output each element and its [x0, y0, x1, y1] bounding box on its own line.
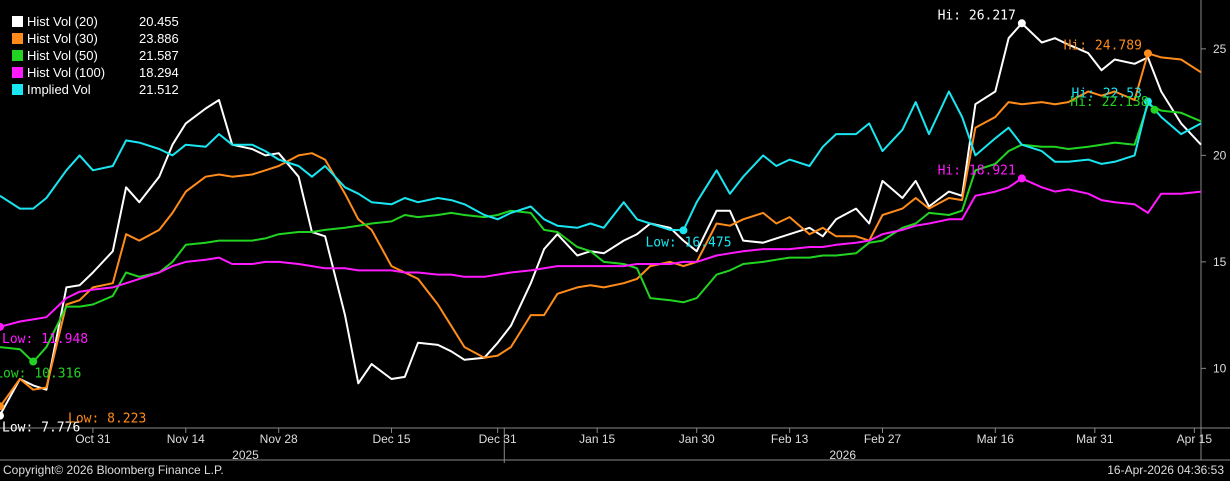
copyright-text: Copyright© 2026 Bloomberg Finance L.P.: [3, 463, 224, 477]
legend-series-name: Hist Vol (100): [27, 65, 106, 80]
legend-entry: Hist Vol (30) 23.886: [12, 30, 185, 47]
legend: Hist Vol (20) 20.455 Hist Vol (30) 23.886 Hi…: [8, 11, 189, 100]
extreme-label: Low: 11.948: [2, 332, 88, 347]
x-tick-label: Mar 16: [977, 432, 1015, 446]
legend-swatch: [12, 67, 23, 78]
extreme-label: Hi: 22.53: [1071, 86, 1141, 101]
series-line-2: [0, 103, 1202, 363]
x-tick-label: Feb 13: [771, 432, 809, 446]
x-tick-label: Feb 27: [864, 432, 902, 446]
extreme-marker: [1143, 97, 1152, 106]
legend-entry: Hist Vol (50) 21.587: [12, 47, 185, 64]
extreme-label: Hi: 24.789: [1064, 38, 1142, 53]
legend-series-name: Implied Vol: [27, 82, 91, 97]
legend-series-name: Hist Vol (30): [27, 31, 98, 46]
legend-series-value: 20.455: [139, 14, 179, 29]
y-tick-label: 25: [1213, 42, 1227, 56]
legend-entry: Implied Vol 21.512: [12, 81, 185, 98]
series-line-3: [0, 177, 1202, 328]
extreme-marker: [1017, 174, 1026, 183]
legend-swatch: [12, 33, 23, 44]
timestamp-text: 16-Apr-2026 04:36:53: [1107, 463, 1224, 477]
extreme-marker: [0, 411, 4, 420]
x-tick-label: Apr 15: [1177, 432, 1213, 446]
legend-series-value: 23.886: [139, 31, 179, 46]
legend-series-value: 21.587: [139, 48, 179, 63]
legend-entry: Hist Vol (100) 18.294: [12, 64, 185, 81]
extreme-label: Low: 8.223: [68, 411, 146, 426]
series-line-0: [0, 22, 1202, 416]
extreme-markers: [0, 19, 1159, 420]
x-tick-label: Oct 31: [75, 432, 111, 446]
y-tick-label: 15: [1213, 255, 1227, 269]
extreme-marker: [679, 226, 688, 235]
extreme-marker: [0, 322, 4, 331]
x-tick-label: Nov 14: [167, 432, 205, 446]
legend-swatch: [12, 84, 23, 95]
y-tick-label: 10: [1213, 361, 1227, 375]
chart-frame: [0, 0, 1230, 463]
legend-series-value: 21.512: [139, 82, 179, 97]
extreme-marker: [1017, 19, 1026, 28]
series-line-1: [0, 52, 1202, 408]
extreme-label: Hi: 18.921: [938, 163, 1016, 178]
extreme-label: Hi: 26.217: [938, 8, 1016, 23]
legend-series-value: 18.294: [139, 65, 179, 80]
extreme-marker: [29, 357, 38, 366]
extreme-marker: [0, 402, 4, 411]
extreme-label: Low: 10.316: [0, 367, 81, 382]
extreme-marker: [1150, 105, 1159, 114]
series-lines: [0, 22, 1202, 416]
legend-series-name: Hist Vol (20): [27, 14, 98, 29]
x-tick-label: Dec 15: [372, 432, 410, 446]
x-tick-label: Nov 28: [260, 432, 298, 446]
extreme-label: Low: 16.475: [645, 235, 731, 250]
series-line-4: [0, 90, 1202, 232]
extreme-marker: [1143, 49, 1152, 58]
legend-swatch: [12, 50, 23, 61]
legend-series-name: Hist Vol (50): [27, 48, 98, 63]
x-tick-label: Jan 15: [579, 432, 615, 446]
x-tick-label: Mar 31: [1076, 432, 1114, 446]
x-tick-label: Dec 31: [479, 432, 517, 446]
extreme-label: Hi: 22.138: [1070, 95, 1148, 110]
legend-swatch: [12, 16, 23, 27]
year-label: 2025: [232, 448, 259, 462]
extreme-label: Low: 7.776: [2, 421, 80, 436]
legend-entry: Hist Vol (20) 20.455: [12, 13, 185, 30]
y-tick-label: 20: [1213, 148, 1227, 162]
year-label: 2026: [829, 448, 856, 462]
x-tick-label: Jan 30: [679, 432, 715, 446]
